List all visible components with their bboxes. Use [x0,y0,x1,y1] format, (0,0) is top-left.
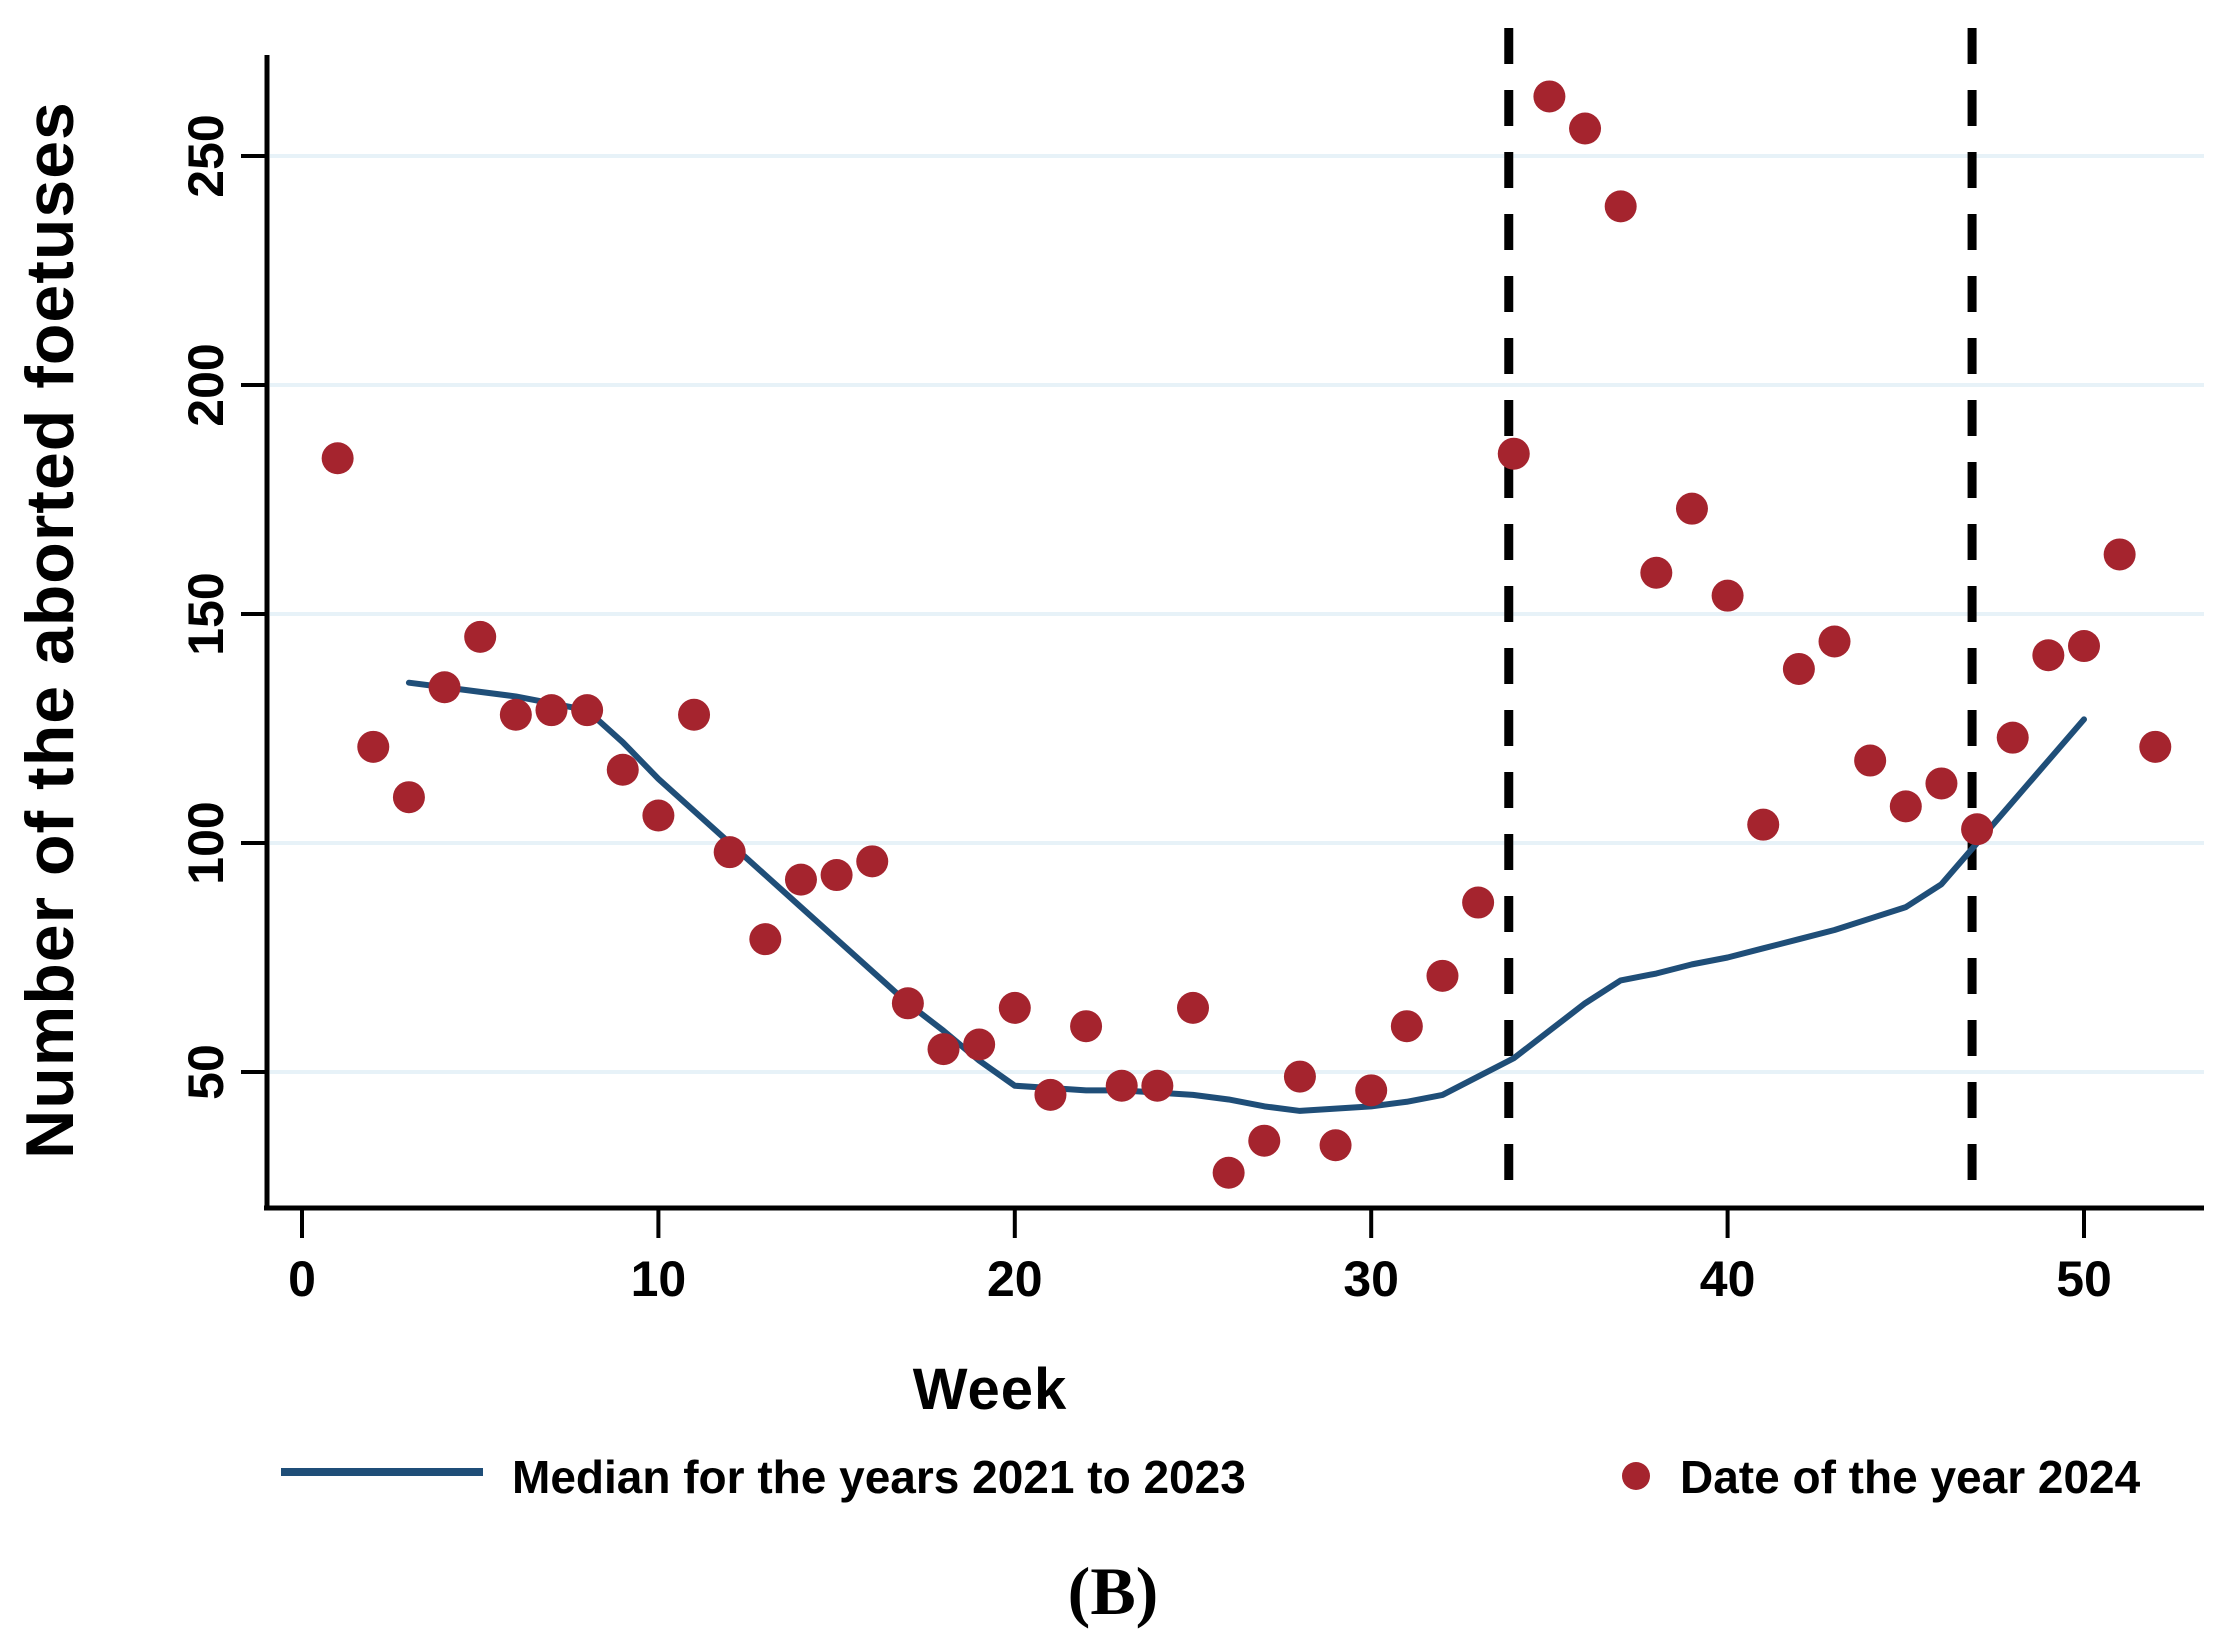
scatter-dot [1818,625,1851,658]
scatter-dot [1248,1124,1281,1157]
scatter-dot [1070,1010,1103,1043]
scatter-dot [321,442,354,475]
scatter-dot [856,845,889,878]
x-tick-label: 10 [631,1251,687,1307]
legend-label-median: Median for the years 2021 to 2023 [512,1451,1246,1503]
scatter-dot [1426,959,1459,992]
scatter-dot [2068,630,2100,663]
scatter-dot [1996,721,2029,754]
scatter-dot [1141,1069,1174,1102]
scatter-dot [963,1028,996,1061]
scatter-dot [428,671,461,704]
scatter-dot [357,730,390,763]
scatter-dot [1283,1060,1316,1093]
scatter-dot [1782,652,1815,685]
x-tick-label: 30 [1343,1251,1399,1307]
scatter-dot [749,923,782,956]
scatter-dot [1533,80,1566,113]
y-tick-label: 100 [178,801,234,884]
y-axis-title: Number of the aborted foetuses [12,101,88,1159]
scatter-dot [535,694,568,727]
scatter-dot [1675,492,1708,525]
y-tick-label: 200 [178,343,234,426]
x-axis-title: Week [912,1357,1068,1422]
scatter-dot [998,991,1031,1024]
median-line [405,679,2087,1114]
scatter-dot [1177,991,1209,1024]
scatter-dot [464,620,497,653]
scatter-dot [1854,744,1887,777]
x-tick-label: 20 [987,1251,1043,1307]
y-tick-label: 150 [178,572,234,655]
scatter-dot [1604,190,1637,223]
scatter-dot [1497,437,1530,470]
legend-line-swatch [281,1468,483,1476]
scatter-dot [2032,639,2065,672]
scatter-dot [1889,790,1922,823]
scatter-dot [1319,1129,1352,1162]
scatter-dot [1961,813,1994,846]
scatter-dot [927,1033,960,1066]
scatter-dot [713,836,746,869]
scatter-dot [392,781,425,814]
scatter-dot [1925,767,1958,800]
scatter-dot [1747,808,1780,841]
scatter-dot [1355,1074,1388,1107]
x-tick-label: 40 [1700,1251,1756,1307]
x-tick-label: 50 [2056,1251,2112,1307]
scatter-dot [1105,1069,1138,1102]
scatter-dot [2103,538,2136,571]
y-tick-label: 250 [178,114,234,197]
scatter-dot [891,987,924,1020]
scatter-dot [1390,1010,1423,1043]
scatter-dot [2139,730,2172,763]
scatter-dot [1711,579,1744,612]
scatter-dot [1462,886,1495,919]
scatter-dot [1034,1078,1067,1111]
scatter-dot [1569,112,1602,145]
legend-label-2024: Date of the year 2024 [1680,1451,2141,1503]
scatter-dot [606,753,639,786]
scatter-dot [784,863,817,896]
scatter-dot [642,799,675,832]
scatter-dot [571,694,604,727]
legend-dot-swatch [1622,1462,1650,1490]
x-tick-label: 0 [288,1251,316,1307]
panel-caption: (B) [1067,1553,1159,1629]
scatter-dot [1212,1156,1245,1189]
y-tick-label: 50 [178,1044,234,1100]
scatter-dot [499,698,532,731]
scatter-dot [678,698,711,731]
scatter-dot [820,859,853,892]
scatter-dot [1640,556,1673,589]
